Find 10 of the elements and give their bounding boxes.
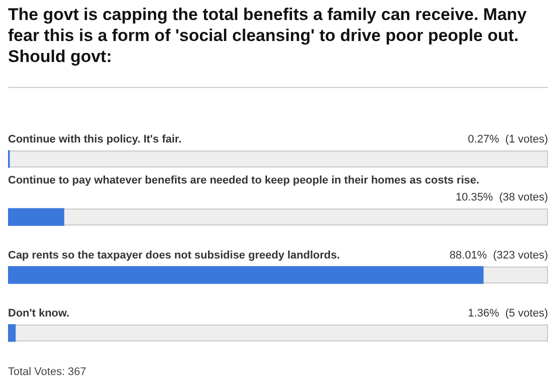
- data-label: 1.36% (5 votes): [468, 308, 548, 320]
- y-tick-label: Continue to pay whatever benefits are needed to keep people in their homes as costs rise.: [8, 174, 480, 186]
- y-tick-label: Don't know.: [8, 308, 70, 320]
- data-label: 10.35% (38 votes): [456, 192, 548, 204]
- y-tick-label: Continue with this policy. It's fair.: [8, 134, 182, 146]
- data-label: 88.01% (323 votes): [450, 250, 548, 262]
- text: Total Votes: 367: [8, 366, 86, 378]
- y-tick-label: Cap rents so the taxpayer does not subsidise greedy landlords.: [8, 250, 340, 262]
- data-label: 0.27% (1 votes): [468, 134, 548, 146]
- chart-title: The govt is capping the total benefits a family can receive. Many fear this is a form of 'social cleansing' to drive poor people out. Should govt:: [8, 4, 528, 67]
